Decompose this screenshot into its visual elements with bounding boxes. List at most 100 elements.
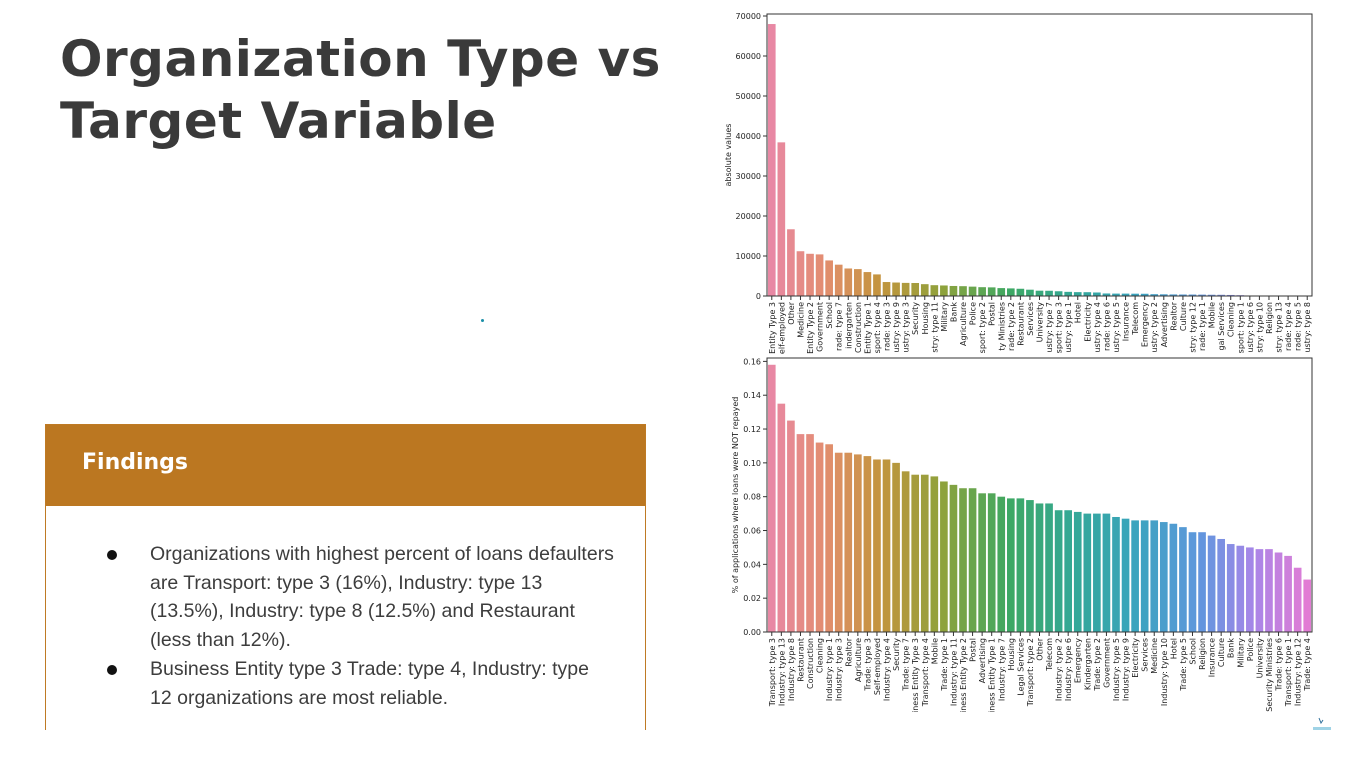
x-tick-label: ustry: type 5 <box>1112 302 1121 353</box>
x-tick-label: Industry: type 11 <box>949 638 958 706</box>
bar <box>863 456 872 632</box>
bar <box>834 264 843 296</box>
plot-frame <box>766 13 1313 297</box>
bar <box>796 434 805 632</box>
bar <box>882 282 891 296</box>
y-tick-label: 0.00 <box>743 628 761 637</box>
x-tick-label: Security Ministries <box>1265 638 1274 712</box>
x-tick-label: Services <box>1141 638 1150 672</box>
default-rate-chart-svg: 0.00 0.02 0.04 0.06 0.08 0.10 0.12 0.14 0.16 Tran… <box>731 357 1313 712</box>
x-tick-label: Government <box>816 302 825 352</box>
y-tick-label: 0.10 <box>743 459 761 468</box>
bar <box>1226 544 1235 632</box>
bar <box>787 420 795 632</box>
bar <box>1159 522 1168 632</box>
x-tick-label: Security <box>892 638 901 671</box>
bar <box>1026 289 1034 296</box>
x-tick-label: Culture <box>1217 638 1226 667</box>
bar <box>806 253 814 296</box>
x-tick-label: Business Entity Type 1 <box>988 638 997 712</box>
x-tick-label: Emergency <box>1074 638 1083 683</box>
bar <box>1121 293 1130 296</box>
x-tick-label: Self-employed <box>873 638 882 695</box>
x-tick-label: rade: type 4 <box>1284 302 1293 351</box>
x-tick-label: Medicine <box>796 302 805 338</box>
x-tick-label: Postal <box>988 302 997 326</box>
x-tick-label: stry: type 10 <box>1255 302 1264 353</box>
y-tick-label: 20000 <box>736 212 761 221</box>
x-tick-label: Trade: type 7 <box>902 638 911 692</box>
bar <box>1054 291 1063 296</box>
x-tick-label: Realtor <box>1169 301 1178 330</box>
bar <box>949 285 958 296</box>
x-tick-label: Trade: type 6 <box>1275 638 1284 692</box>
bar <box>873 459 881 632</box>
bar <box>920 474 929 632</box>
bar <box>987 287 996 296</box>
x-tick-label: Cleaning <box>1227 302 1236 337</box>
bar <box>1131 520 1139 632</box>
y-tick-label: 0.06 <box>743 527 761 536</box>
bar <box>873 274 881 296</box>
x-tick-label: Insurance <box>1208 638 1217 677</box>
bar <box>1236 545 1245 632</box>
bar <box>911 474 920 632</box>
bar <box>1054 510 1063 632</box>
bar <box>1303 579 1312 632</box>
bar <box>1112 516 1120 632</box>
bar <box>1207 294 1216 296</box>
x-tick-label: rade: type 5 <box>1294 302 1303 351</box>
bar <box>1073 511 1082 632</box>
x-tick-label: Entity Type 3 <box>768 302 777 354</box>
bar <box>1284 555 1292 632</box>
x-tick-label: sport: type 2 <box>978 302 987 353</box>
x-tick-label: Industry: type 5 <box>1112 638 1121 701</box>
bar <box>968 286 977 296</box>
x-tick-label: Cleaning <box>816 638 825 673</box>
bar <box>1140 520 1149 632</box>
bar <box>796 251 805 296</box>
x-tick-label: Transport: type 3 <box>768 638 777 707</box>
bar <box>997 496 1006 632</box>
bar <box>825 444 833 632</box>
x-tick-label: Bank <box>1227 638 1236 658</box>
x-tick-label: Telecom <box>1131 302 1140 336</box>
bar <box>844 268 853 296</box>
bar <box>959 488 967 632</box>
bar <box>1169 294 1178 296</box>
x-tick-label: Government <box>1102 638 1111 688</box>
absolute-values-chart: 0 10000 20000 30000 40000 50000 60000 70000 Enti… <box>716 8 1316 354</box>
x-tick-label: ustry: type 4 <box>1093 302 1102 353</box>
findings-list: Organizations with highest percent of lo… <box>46 506 645 712</box>
x-tick-label: Police <box>1246 638 1255 661</box>
y-tick-label: 30000 <box>736 172 761 181</box>
bar <box>1179 294 1187 296</box>
bar <box>1006 288 1015 296</box>
x-tick-label: indergarten <box>844 302 853 349</box>
x-tick-label: Trade: type 3 <box>863 638 872 692</box>
bar <box>930 285 939 296</box>
x-tick-label: Police <box>969 302 978 325</box>
x-tick-label: Bank <box>949 302 958 322</box>
bar <box>930 476 939 632</box>
bar <box>987 493 996 632</box>
bar <box>1102 513 1111 632</box>
x-tick-label: sport: type 1 <box>1236 302 1245 353</box>
x-tick-label: Postal <box>969 638 978 662</box>
bar <box>911 283 920 296</box>
x-tick-label: sport: type 3 <box>1055 302 1064 353</box>
y-tick-label: 0.08 <box>743 493 761 502</box>
x-tick-label: ustry: type 3 <box>902 302 911 353</box>
bar <box>1045 290 1053 296</box>
x-tick-label: Other <box>787 301 796 324</box>
x-tick-label: School <box>825 302 834 329</box>
bar <box>767 24 776 296</box>
bar <box>1246 547 1254 632</box>
bar <box>882 459 891 632</box>
x-tick-label: ustry: type 8 <box>1303 302 1312 353</box>
x-tick-label: ustry: type 9 <box>892 302 901 353</box>
x-tick-label: stry: type 11 <box>930 302 939 353</box>
x-tick-label: Transport: type 4 <box>921 638 930 707</box>
x-tick-label: Trade: type 2 <box>1093 638 1102 692</box>
x-tick-label: ty Ministries <box>997 302 1006 351</box>
